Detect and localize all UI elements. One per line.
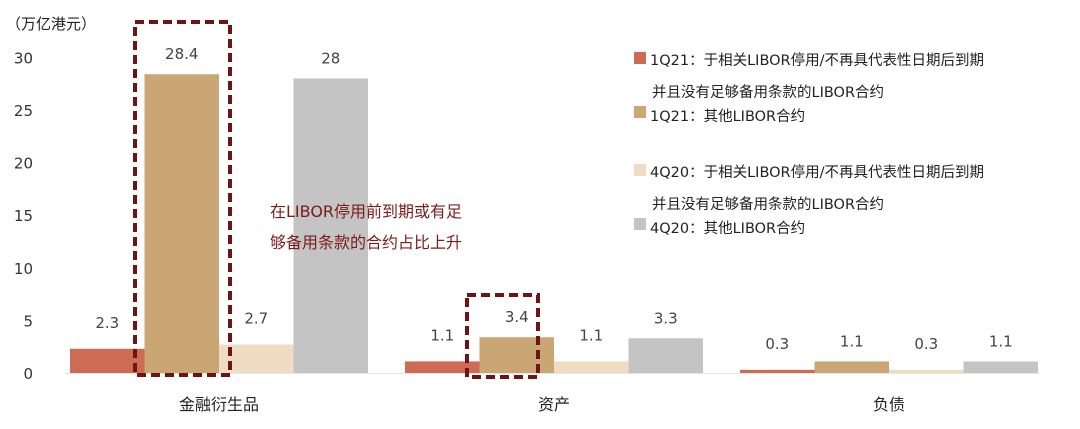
legend-item: 4Q20：于相关LIBOR停用/不再具代表性日期后到期并且没有足够备用条款的LI…: [634, 164, 984, 213]
legend-label: 并且没有足够备用条款的LIBOR合约: [652, 84, 884, 101]
bar: [554, 361, 629, 373]
bar: [740, 369, 815, 373]
data-label: 28: [321, 49, 340, 67]
data-label: 3.4: [505, 308, 529, 326]
x-category-label: 资产: [538, 395, 570, 414]
data-label: 1.1: [840, 332, 864, 350]
legend-swatch: [634, 164, 646, 176]
y-tick-label: 20: [14, 155, 33, 173]
bar: [479, 337, 554, 373]
bar: [405, 361, 480, 373]
bar: [293, 78, 368, 373]
y-tick-label: 5: [23, 312, 33, 330]
legend-label: 并且没有足够备用条款的LIBOR合约: [652, 196, 884, 213]
data-label: 2.3: [95, 314, 119, 332]
bar: [889, 369, 964, 373]
highlight-box: [133, 20, 232, 377]
y-axis: （万亿港元） 0 5 10 15 20 25 30: [6, 15, 1040, 383]
data-label: 0.3: [765, 335, 789, 353]
x-axis-category-labels: 金融衍生品 资产 负债: [179, 395, 905, 414]
bar: [814, 361, 889, 373]
data-label: 3.3: [654, 309, 678, 327]
y-axis-title: （万亿港元）: [6, 15, 96, 33]
legend-label: 1Q21：于相关LIBOR停用/不再具代表性日期后到期: [650, 52, 984, 69]
data-label: 1.1: [430, 326, 454, 344]
legend-label: 4Q20：其他LIBOR合约: [650, 220, 805, 237]
legend-label: 1Q21：其他LIBOR合约: [650, 108, 805, 125]
legend-swatch: [634, 52, 646, 64]
bar: [70, 348, 145, 373]
legend: 1Q21：于相关LIBOR停用/不再具代表性日期后到期并且没有足够备用条款的LI…: [634, 52, 984, 237]
highlight-boxes: [133, 20, 540, 379]
y-tick-label: 10: [14, 260, 33, 278]
data-label: 1.1: [579, 326, 603, 344]
legend-item: 4Q20：其他LIBOR合约: [634, 218, 805, 237]
y-tick-label: 30: [14, 49, 33, 67]
bar: [963, 361, 1038, 373]
legend-label: 4Q20：于相关LIBOR停用/不再具代表性日期后到期: [650, 164, 984, 181]
highlight-box: [465, 293, 540, 379]
data-label: 28.4: [165, 45, 198, 63]
legend-item: 1Q21：其他LIBOR合约: [634, 106, 805, 125]
bar: [144, 74, 219, 374]
annotation-text: 够备用条款的合约占比上升: [270, 233, 462, 252]
legend-item: 1Q21：于相关LIBOR停用/不再具代表性日期后到期并且没有足够备用条款的LI…: [634, 52, 984, 101]
data-label: 2.7: [244, 310, 268, 328]
data-label: 0.3: [914, 335, 938, 353]
legend-swatch: [634, 218, 646, 230]
legend-swatch: [634, 106, 646, 118]
x-category-label: 金融衍生品: [179, 395, 259, 414]
y-tick-label: 0: [23, 365, 33, 383]
bar-marks: [70, 74, 1038, 374]
y-tick-label: 15: [14, 207, 33, 225]
data-labels: 2.3 1.1 0.3 28.4 3.4 1.1 2.7 1.1 0.3 28 3.3 1.1: [95, 45, 1012, 353]
annotation-text: 在LIBOR停用前到期或有足: [270, 202, 462, 221]
data-label: 1.1: [989, 332, 1013, 350]
bar: [628, 338, 703, 373]
y-tick-label: 25: [14, 102, 33, 120]
x-category-label: 负债: [873, 395, 905, 414]
